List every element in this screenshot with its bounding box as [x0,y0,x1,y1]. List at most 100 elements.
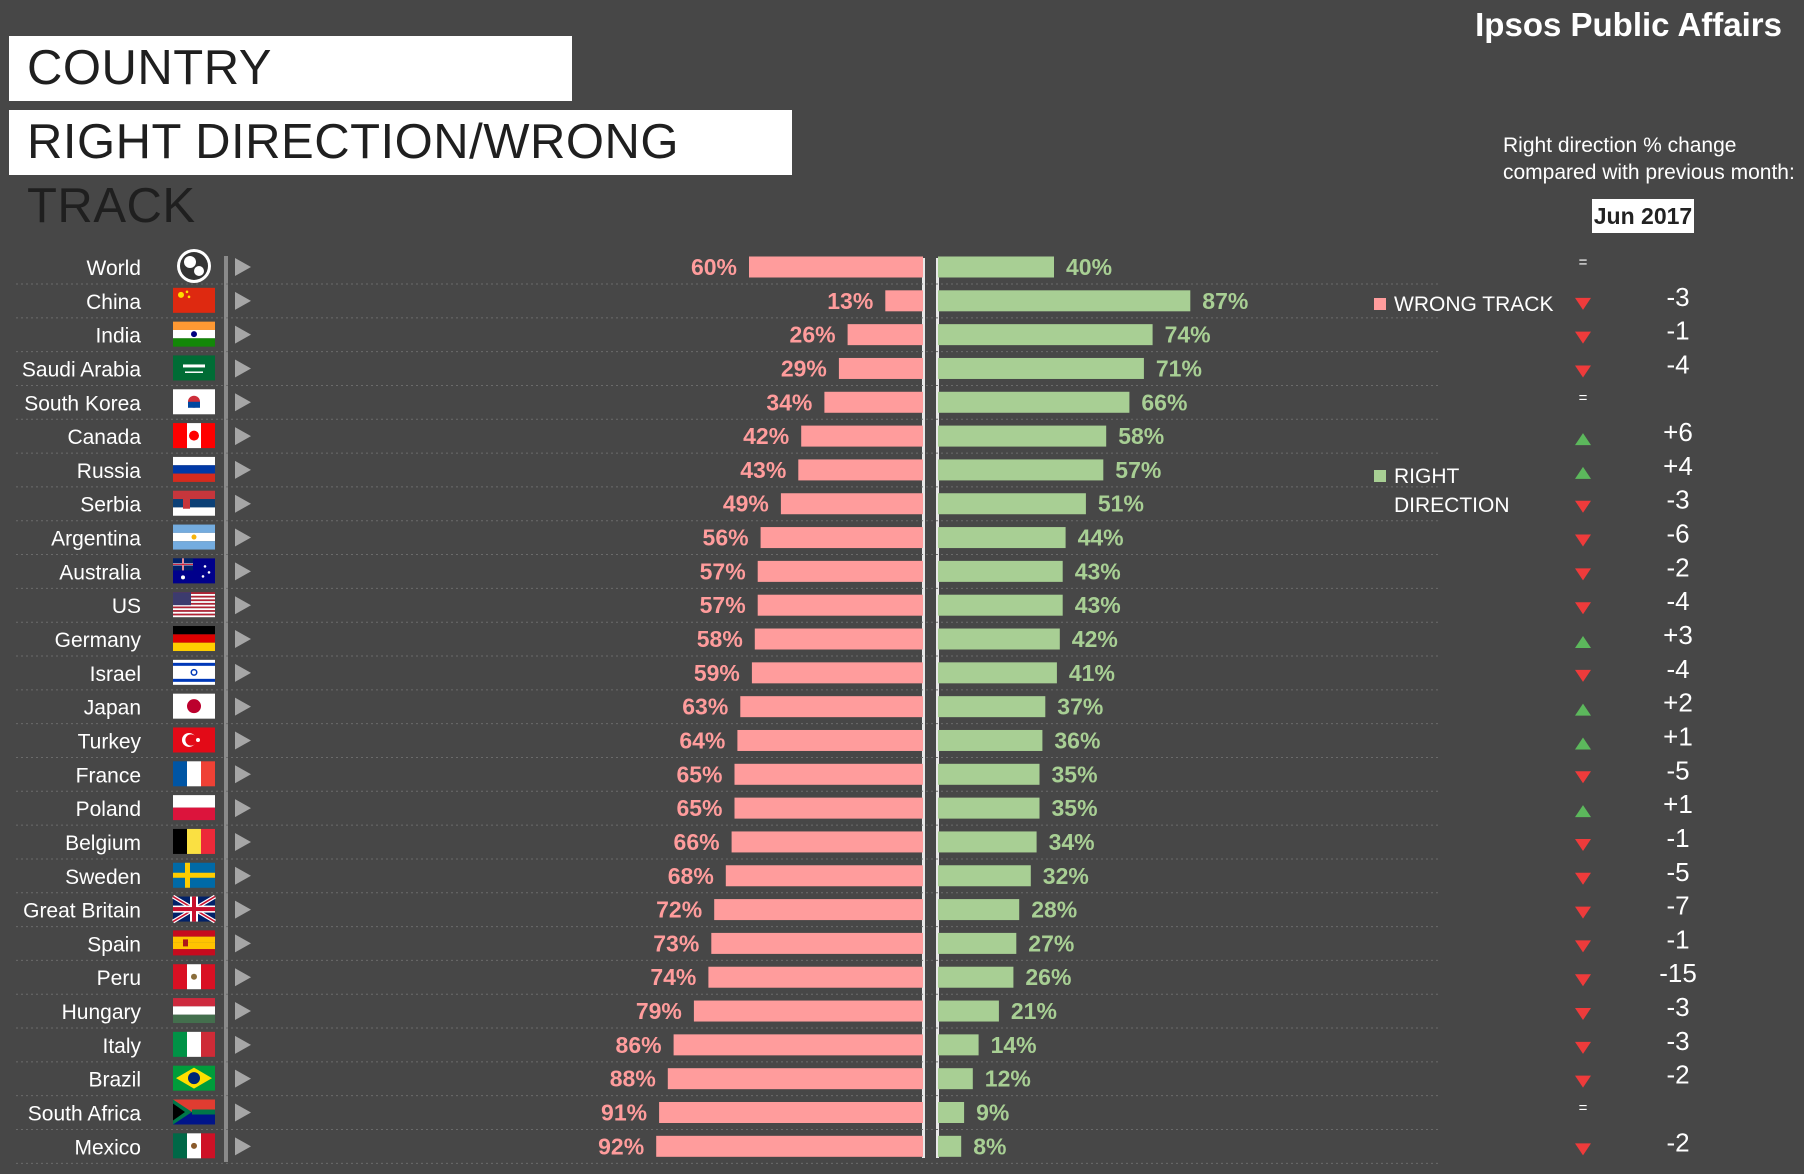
down-arrow-icon [1575,974,1591,987]
right-direction-label: 36% [1054,727,1100,753]
right-direction-label: 43% [1075,592,1121,618]
right-direction-bar [938,357,1144,379]
wrong-track-bar [824,391,923,413]
down-arrow-icon [1575,500,1591,513]
wrong-track-bar [740,696,923,718]
wrong-track-label: 56% [703,525,749,551]
right-direction-label: 35% [1052,761,1098,787]
wrong-track-label: 34% [766,389,812,415]
down-arrow-icon [1575,669,1591,682]
play-icon [235,832,251,851]
country-label: Israel [90,663,141,686]
down-arrow-icon [1575,771,1591,784]
wrong-track-bar [749,256,923,278]
down-arrow-icon [1575,1041,1591,1054]
flag-mexico-icon [173,1133,215,1159]
change-value: -1 [1666,316,1689,346]
right-direction-label: 35% [1052,795,1098,821]
legend-right-direction: RIGHT DIRECTION [1374,462,1510,520]
change-value: -5 [1666,857,1689,887]
country-label: US [112,595,141,618]
wrong-track-bar [760,527,923,549]
right-direction-label: 43% [1075,558,1121,584]
wrong-track-label: 66% [674,829,720,855]
flag-us-icon [173,592,215,618]
play-icon [235,934,251,953]
right-direction-label: 66% [1141,389,1187,415]
right-direction-label: 40% [1066,254,1112,280]
play-icon [235,1069,251,1088]
right-direction-bar [938,662,1057,684]
wrong-track-label: 92% [598,1133,644,1159]
wrong-track-label: 43% [740,457,786,483]
play-icon [235,799,251,818]
right-direction-label: 32% [1043,863,1089,889]
country-label: China [86,291,141,314]
country-label: Turkey [78,730,142,753]
flag-china-icon [173,287,215,313]
wrong-track-label: 29% [781,355,827,381]
wrong-track-label: 79% [636,998,682,1024]
flag-israel-icon [173,659,215,685]
play-icon [235,731,251,750]
play-icon [235,900,251,919]
change-value: -2 [1666,552,1689,582]
wrong-track-label: 65% [676,795,722,821]
up-arrow-icon [1575,805,1591,818]
wrong-track-label: 57% [700,592,746,618]
wrong-track-bar [801,425,923,447]
wrong-track-bar [798,459,923,481]
play-icon [235,1035,251,1054]
country-label: South Africa [28,1103,142,1126]
change-value: -7 [1666,891,1689,921]
right-direction-bar [938,729,1043,751]
flag-canada-icon [173,423,215,449]
country-label: Poland [76,798,141,821]
flag-japan-icon [173,693,215,719]
flag-france-icon [173,761,215,787]
wrong-track-label: 42% [743,423,789,449]
wrong-track-label: 49% [723,491,769,517]
wrong-track-label: 57% [700,558,746,584]
country-label: Great Britain [23,900,141,923]
wrong-track-bar [838,357,923,379]
country-label: Japan [84,697,141,720]
country-label: Sweden [65,866,141,889]
flag-belgium-icon [173,828,215,854]
wrong-track-bar [757,594,923,616]
right-direction-label: 8% [973,1133,1006,1159]
country-label: Peru [97,967,141,990]
right-direction-bar [938,797,1040,819]
flag-germany-icon [173,626,215,652]
change-value: -3 [1666,992,1689,1022]
wrong-track-label: 63% [682,694,728,720]
country-label: Belgium [65,832,141,855]
change-note: Right direction % change compared with p… [1503,132,1795,186]
change-value: -4 [1666,349,1689,379]
change-value: -3 [1666,1026,1689,1056]
change-value: +6 [1663,417,1693,447]
legend-wrong-label: WRONG TRACK [1394,293,1554,316]
change-value: -2 [1666,1127,1689,1157]
flag-italy-icon [173,1031,215,1057]
right-direction-label: 37% [1057,694,1103,720]
down-arrow-icon [1575,602,1591,615]
right-direction-bar [938,696,1046,718]
right-direction-bar [938,425,1107,447]
wrong-track-bar [693,1000,923,1022]
up-arrow-icon [1575,636,1591,649]
wrong-track-bar [667,1068,923,1090]
right-direction-bar [938,763,1040,785]
right-direction-bar [938,391,1130,413]
right-direction-bar [938,865,1031,887]
country-label: Brazil [88,1069,141,1092]
right-direction-bar [938,594,1063,616]
play-icon [235,765,251,784]
change-value: -2 [1666,1060,1689,1090]
change-value: -1 [1666,924,1689,954]
country-label: Saudi Arabia [22,358,141,381]
country-label: World [87,257,141,280]
right-direction-label: 41% [1069,660,1115,686]
right-direction-bar [938,324,1153,346]
change-value: -1 [1666,823,1689,853]
